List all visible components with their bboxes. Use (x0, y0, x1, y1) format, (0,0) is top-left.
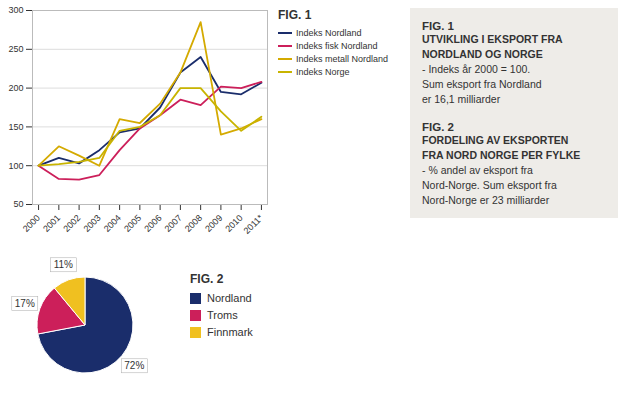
html-text:Nordland: Nordland (207, 292, 252, 304)
html-text:Indeks Nordland: Indeks Nordland (296, 28, 362, 38)
html-text:- Indeks år 2000 = 100.: - Indeks år 2000 = 100. (422, 63, 531, 75)
svg-text:2004: 2004 (102, 213, 123, 234)
svg-text:2005: 2005 (122, 213, 143, 234)
svg-text:2010: 2010 (223, 213, 244, 234)
html-text:Indeks metall Nordland: Indeks metall Nordland (296, 54, 389, 64)
html-text:FRA NORD NORGE PER FYLKE: FRA NORD NORGE PER FYLKE (422, 149, 581, 161)
html-text:Sum eksport fra Nordland: Sum eksport fra Nordland (422, 78, 542, 90)
html-text:FIG. 1: FIG. 1 (422, 20, 454, 32)
svg-text:100: 100 (8, 161, 23, 171)
html-text:UTVIKLING I EKSPORT FRA: UTVIKLING I EKSPORT FRA (422, 33, 563, 45)
html-text:Indeks Norge: Indeks Norge (296, 67, 350, 77)
svg-text:17%: 17% (15, 298, 35, 309)
html-text:er 16,1 milliarder: er 16,1 milliarder (422, 93, 501, 105)
svg-text:2011*: 2011* (242, 212, 266, 236)
svg-text:2009: 2009 (203, 213, 224, 234)
svg-text:200: 200 (8, 83, 23, 93)
svg-text:72%: 72% (124, 360, 144, 371)
html-text:Finnmark: Finnmark (207, 326, 253, 338)
svg-text:50: 50 (13, 199, 23, 209)
html-text:FORDELING AV EKSPORTEN: FORDELING AV EKSPORTEN (422, 134, 569, 146)
html-text:FIG. 2: FIG. 2 (422, 121, 454, 133)
svg-text:2001: 2001 (41, 213, 62, 234)
html-text:Nord-Norge. Sum eksport fra: Nord-Norge. Sum eksport fra (422, 179, 557, 191)
html-text:- % andel av eksport fra: - % andel av eksport fra (422, 164, 533, 176)
svg-text:250: 250 (8, 44, 23, 54)
html-text:Nord-Norge er 23 milliarder: Nord-Norge er 23 milliarder (422, 194, 550, 206)
svg-text:2003: 2003 (82, 213, 103, 234)
svg-text:2008: 2008 (183, 213, 204, 234)
svg-text:300: 300 (8, 5, 23, 15)
svg-text:2002: 2002 (61, 213, 82, 234)
svg-text:11%: 11% (54, 259, 73, 270)
html-text:FIG. 2: FIG. 2 (190, 272, 224, 286)
svg-text:2006: 2006 (142, 213, 163, 234)
html-text:Troms: Troms (207, 309, 238, 321)
svg-text:2000: 2000 (21, 213, 42, 234)
svg-text:150: 150 (8, 122, 23, 132)
html-text:Indeks fisk Nordland: Indeks fisk Nordland (296, 41, 378, 51)
svg-text:2007: 2007 (163, 213, 184, 234)
html-text:FIG. 1: FIG. 1 (278, 8, 312, 22)
html-text:NORDLAND OG NORGE: NORDLAND OG NORGE (422, 48, 543, 60)
